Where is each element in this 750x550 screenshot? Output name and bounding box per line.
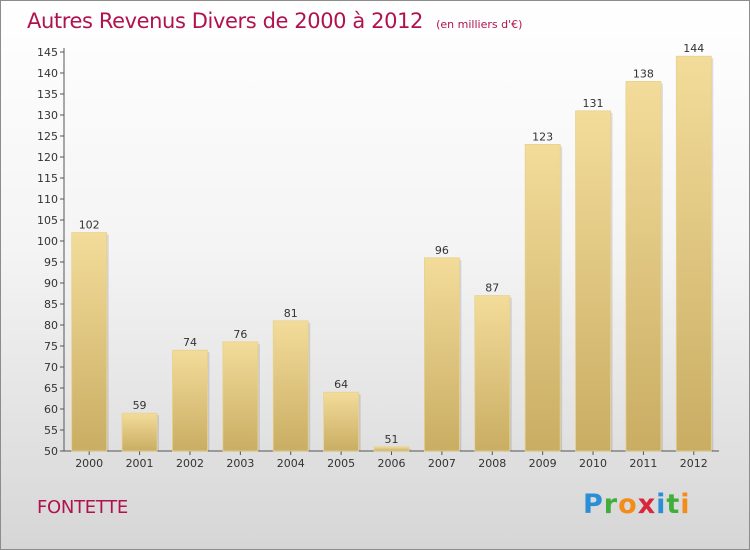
logo-letter: i <box>656 489 667 520</box>
bar <box>524 143 561 452</box>
logo-letter: i <box>680 489 691 520</box>
x-tick-label: 2005 <box>327 457 355 470</box>
bar <box>625 81 662 452</box>
bar-value-label: 144 <box>683 42 704 55</box>
x-tick-label: 2007 <box>428 457 456 470</box>
chart-title: Autres Revenus Divers de 2000 à 2012 <box>27 9 424 33</box>
bar-value-label: 59 <box>133 399 147 412</box>
bar-value-label: 74 <box>183 336 197 349</box>
y-tick-label: 65 <box>44 382 58 395</box>
x-tick-label: 2006 <box>378 457 406 470</box>
y-tick-label: 105 <box>37 214 58 227</box>
bar <box>172 349 208 452</box>
bar <box>675 55 712 452</box>
bar-value-label: 64 <box>334 378 348 391</box>
x-tick-label: 2001 <box>126 457 154 470</box>
x-tick-label: 2002 <box>176 457 204 470</box>
bar-value-label: 81 <box>284 307 298 320</box>
y-tick-label: 135 <box>37 88 58 101</box>
bar <box>323 391 360 452</box>
bar <box>575 110 611 452</box>
chart-unit: (en milliers d'€) <box>436 18 523 31</box>
x-tick-label: 2004 <box>277 457 305 470</box>
bar <box>222 341 259 452</box>
logo-letter: r <box>603 489 619 520</box>
y-tick-label: 100 <box>37 235 58 248</box>
y-tick-label: 85 <box>44 298 58 311</box>
logo-letter: P <box>583 489 604 520</box>
x-tick-label: 2012 <box>680 457 708 470</box>
x-tick-label: 2009 <box>529 457 557 470</box>
bar-value-label: 138 <box>633 67 654 80</box>
logo-letter: x <box>637 489 657 520</box>
y-tick-label: 140 <box>37 67 58 80</box>
bar-value-label: 87 <box>485 282 499 295</box>
logo-letter: t <box>666 489 681 520</box>
y-tick-label: 90 <box>44 277 58 290</box>
y-tick-label: 70 <box>44 361 58 374</box>
y-tick-label: 50 <box>44 445 58 458</box>
y-tick-label: 130 <box>37 109 58 122</box>
logo-letter: o <box>618 489 638 520</box>
x-tick-label: 2010 <box>579 457 607 470</box>
y-tick-label: 145 <box>37 46 58 59</box>
bar-value-label: 96 <box>435 244 449 257</box>
bar-value-label: 123 <box>532 130 553 143</box>
bar <box>373 446 410 452</box>
y-tick-label: 115 <box>37 172 58 185</box>
x-tick-label: 2008 <box>478 457 506 470</box>
bar <box>474 295 511 452</box>
y-tick-label: 95 <box>44 256 58 269</box>
chart-title-row: Autres Revenus Divers de 2000 à 2012 (en… <box>27 9 522 33</box>
y-tick-label: 80 <box>44 319 58 332</box>
bar-value-label: 51 <box>385 433 399 446</box>
y-tick-label: 125 <box>37 130 58 143</box>
x-tick-label: 2011 <box>629 457 657 470</box>
x-tick-label: 2003 <box>226 457 254 470</box>
x-tick-label: 2000 <box>75 457 103 470</box>
y-tick-label: 120 <box>37 151 58 164</box>
bar-value-label: 102 <box>79 219 100 232</box>
bar <box>423 257 460 452</box>
bar <box>272 320 309 452</box>
y-tick-label: 60 <box>44 403 58 416</box>
y-tick-label: 75 <box>44 340 58 353</box>
commune-name: FONTETTE <box>37 497 129 518</box>
y-tick-label: 110 <box>37 193 58 206</box>
bar-value-label: 76 <box>233 328 247 341</box>
bar <box>121 412 158 452</box>
bar <box>71 232 108 452</box>
proxiti-logo: Proxiti <box>583 489 691 520</box>
y-tick-label: 55 <box>44 424 58 437</box>
bar-value-label: 131 <box>583 97 604 110</box>
